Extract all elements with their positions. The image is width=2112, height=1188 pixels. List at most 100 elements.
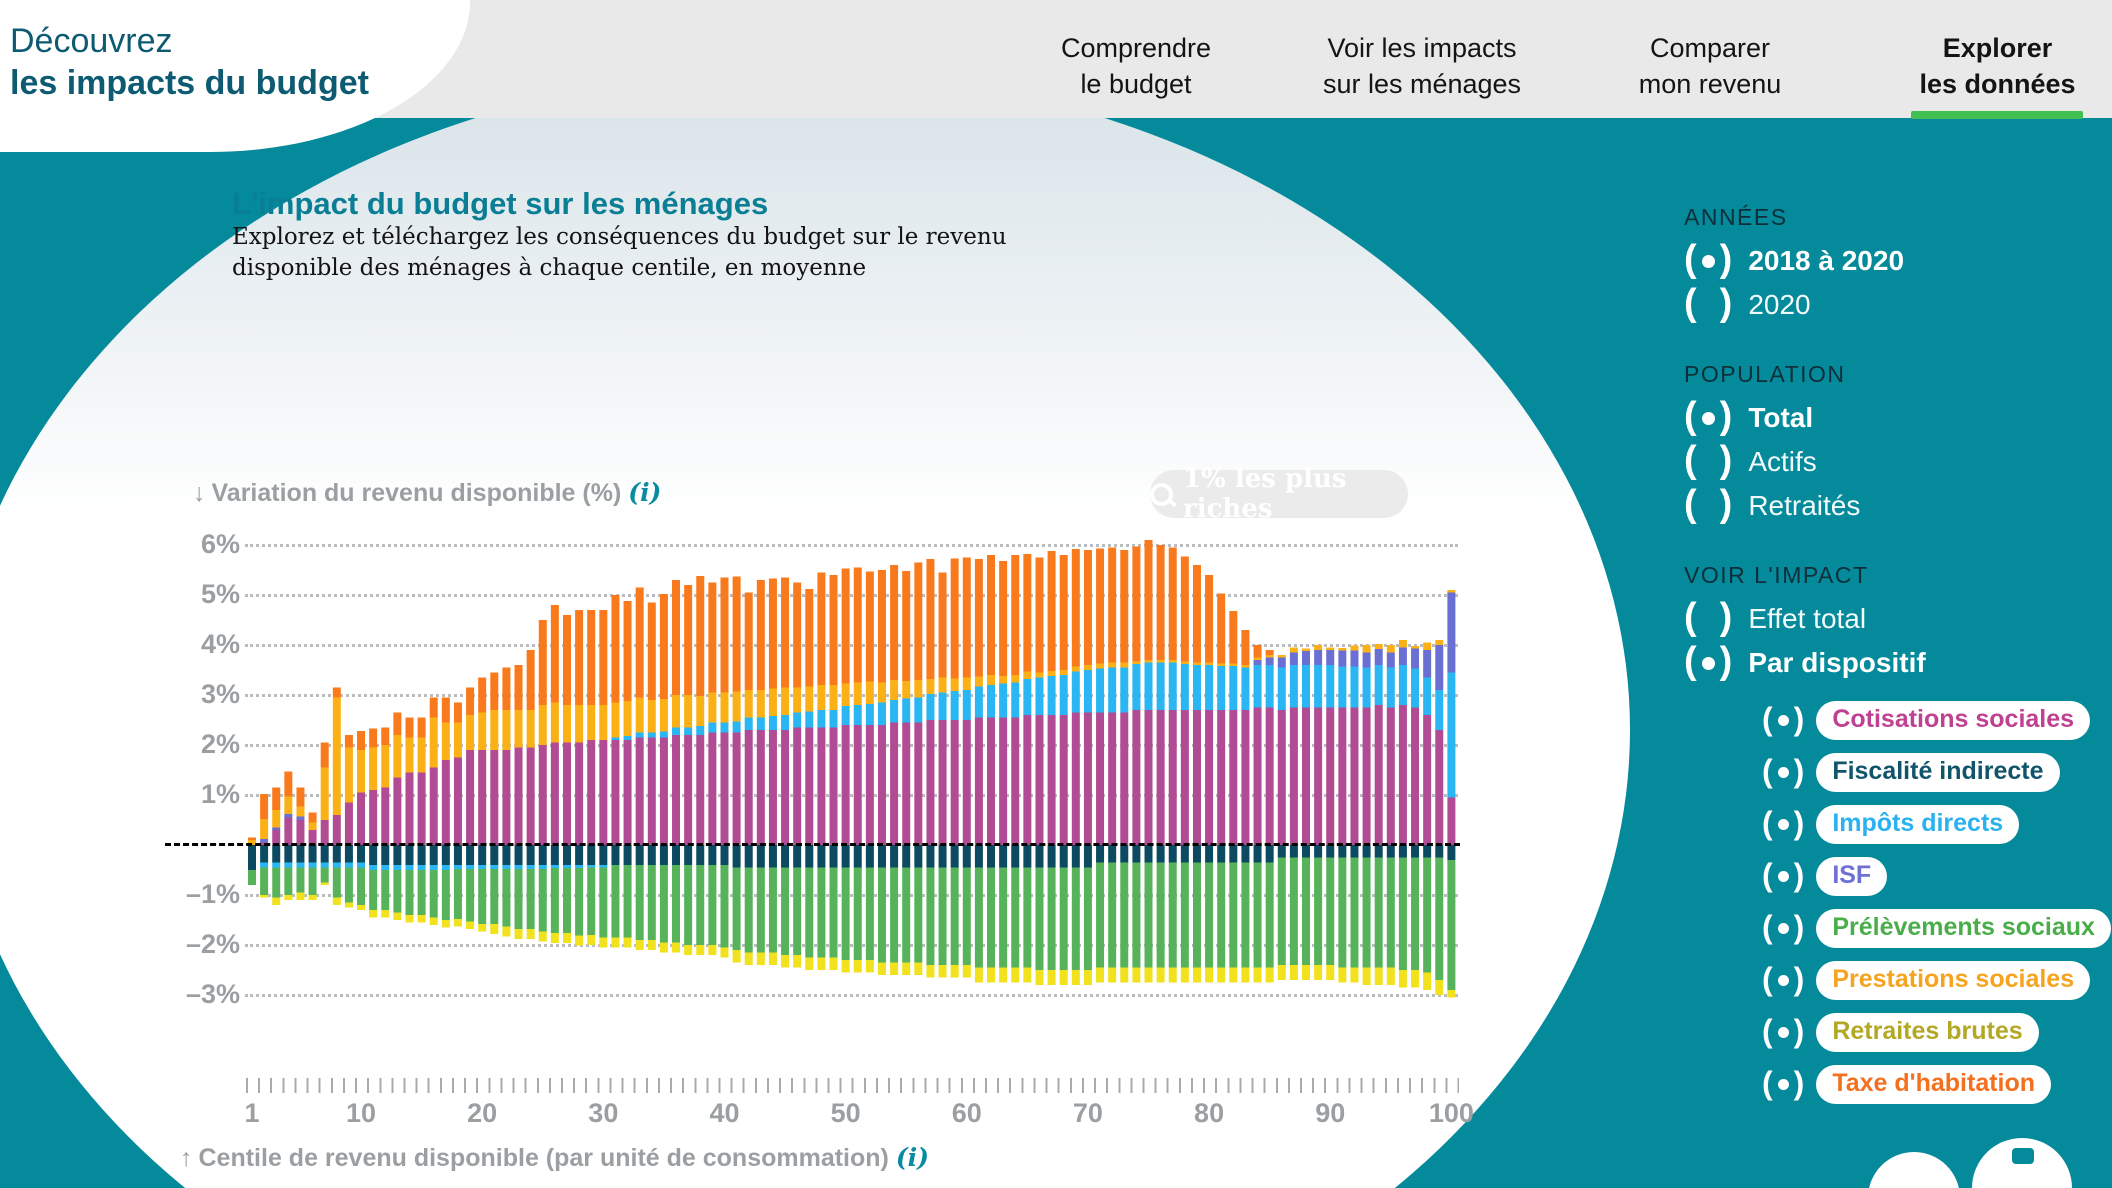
bar-segment[interactable] (1120, 667, 1129, 713)
bar-segment[interactable] (260, 895, 269, 898)
bar-segment[interactable] (1132, 710, 1141, 845)
bar-segment[interactable] (1326, 665, 1335, 708)
bar-segment[interactable] (1047, 715, 1056, 845)
bar-segment[interactable] (393, 777, 402, 846)
bar-segment[interactable] (478, 845, 487, 865)
bar-segment[interactable] (587, 705, 596, 740)
bar-segment[interactable] (1144, 660, 1153, 663)
bar-segment[interactable] (623, 740, 632, 845)
bar-segment[interactable] (793, 845, 802, 868)
bar-segment[interactable] (1083, 970, 1092, 985)
bar-segment[interactable] (1023, 845, 1032, 868)
bar-segment[interactable] (829, 957, 838, 971)
bar-segment[interactable] (478, 712, 487, 751)
bar-segment[interactable] (1398, 857, 1407, 971)
bar-segment[interactable] (829, 685, 838, 710)
bar-segment[interactable] (841, 960, 850, 973)
bar-segment[interactable] (514, 929, 523, 939)
bar-segment[interactable] (962, 965, 971, 978)
bar-segment[interactable] (1229, 666, 1238, 710)
bar-segment[interactable] (296, 820, 305, 845)
bar-segment[interactable] (902, 722, 911, 846)
bar-segment[interactable] (357, 905, 366, 910)
bar-segment[interactable] (1447, 672, 1456, 798)
bar-segment[interactable] (502, 710, 511, 750)
bar-segment[interactable] (853, 960, 862, 973)
bar-segment[interactable] (1326, 707, 1335, 846)
bar-segment[interactable] (962, 677, 971, 691)
device-isf[interactable]: () ISF (1762, 857, 2104, 896)
bar-segment[interactable] (248, 870, 256, 885)
bar-segment[interactable] (696, 865, 705, 945)
bar-segment[interactable] (1374, 857, 1383, 968)
bar-segment[interactable] (453, 702, 462, 723)
bar-segment[interactable] (793, 687, 802, 713)
bar-segment[interactable] (1120, 712, 1129, 846)
bar-segment[interactable] (1350, 967, 1359, 983)
bar-segment[interactable] (865, 704, 874, 725)
bar-segment[interactable] (1229, 862, 1238, 968)
bar-segment[interactable] (332, 697, 341, 816)
bar-segment[interactable] (1132, 546, 1141, 662)
bar-segment[interactable] (999, 845, 1008, 868)
bar-segment[interactable] (272, 862, 281, 868)
bar-segment[interactable] (926, 845, 935, 868)
bar-segment[interactable] (550, 742, 559, 846)
bar-segment[interactable] (1411, 648, 1420, 669)
bar-segment[interactable] (1362, 667, 1371, 708)
bar-segment[interactable] (575, 845, 584, 865)
bar-segment[interactable] (684, 585, 693, 695)
bar-segment[interactable] (599, 705, 608, 740)
bar-segment[interactable] (696, 576, 705, 696)
bar-segment[interactable] (405, 915, 414, 923)
bar-segment[interactable] (623, 865, 632, 938)
bar-segment[interactable] (369, 747, 378, 791)
bar-segment[interactable] (1011, 967, 1020, 983)
bar-segment[interactable] (357, 867, 366, 906)
bar-segment[interactable] (1265, 650, 1274, 655)
bar-segment[interactable] (284, 814, 293, 818)
bar-segment[interactable] (877, 725, 886, 845)
stacked-bar-chart[interactable] (0, 118, 2112, 1188)
bar-segment[interactable] (684, 945, 693, 955)
bar-segment[interactable] (478, 924, 487, 932)
bar-segment[interactable] (974, 867, 983, 968)
bar-segment[interactable] (393, 865, 402, 870)
bar-segment[interactable] (369, 870, 378, 910)
bar-segment[interactable] (575, 868, 584, 936)
bar-segment[interactable] (1302, 665, 1311, 708)
bar-segment[interactable] (1326, 857, 1335, 966)
bar-segment[interactable] (1035, 867, 1044, 971)
bar-segment[interactable] (1071, 666, 1080, 672)
bar-segment[interactable] (1374, 705, 1383, 845)
bar-segment[interactable] (296, 862, 305, 868)
bar-segment[interactable] (1096, 862, 1105, 968)
bar-segment[interactable] (1277, 655, 1286, 658)
bar-segment[interactable] (1192, 845, 1201, 863)
bar-segment[interactable] (587, 867, 596, 936)
bar-segment[interactable] (1096, 548, 1105, 664)
bar-segment[interactable] (950, 965, 959, 978)
bar-segment[interactable] (441, 865, 450, 870)
bar-segment[interactable] (599, 740, 608, 845)
bar-segment[interactable] (562, 845, 571, 865)
bar-segment[interactable] (599, 610, 608, 705)
bar-segment[interactable] (453, 919, 462, 927)
bar-segment[interactable] (1289, 965, 1298, 980)
bar-segment[interactable] (1326, 965, 1335, 980)
bar-segment[interactable] (647, 865, 656, 940)
bar-segment[interactable] (1132, 967, 1141, 983)
bar-segment[interactable] (308, 845, 317, 863)
bar-segment[interactable] (538, 845, 547, 865)
bar-segment[interactable] (1011, 675, 1020, 683)
bar-segment[interactable] (1435, 690, 1444, 730)
bar-segment[interactable] (672, 580, 681, 695)
bar-segment[interactable] (950, 720, 959, 845)
bar-segment[interactable] (272, 830, 281, 845)
bar-segment[interactable] (623, 601, 632, 701)
bar-segment[interactable] (999, 717, 1008, 846)
bar-segment[interactable] (1096, 845, 1105, 863)
bar-segment[interactable] (1217, 845, 1226, 863)
bar-segment[interactable] (272, 867, 281, 898)
bar-segment[interactable] (1023, 679, 1032, 715)
